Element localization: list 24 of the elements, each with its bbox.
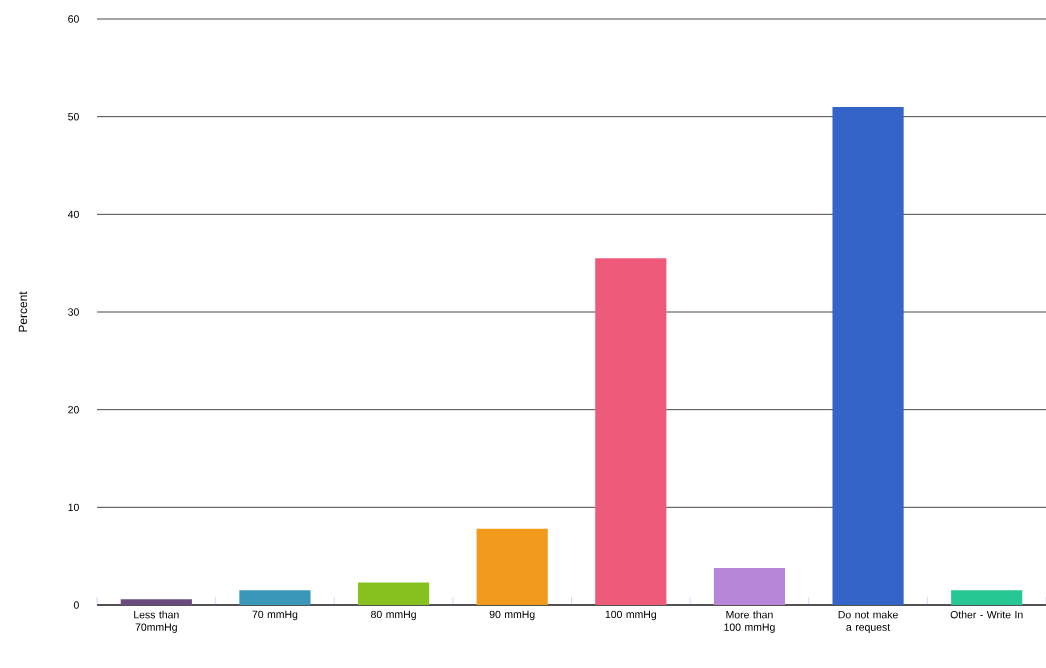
bar	[120, 599, 192, 605]
y-tick-label: 20	[68, 405, 79, 414]
x-tick-label: 100 mmHg	[605, 610, 656, 621]
bar	[595, 258, 667, 605]
bar	[357, 582, 430, 605]
x-tick-label: More than 100 mmHg	[724, 610, 775, 633]
x-tick-label: Other - Write In	[950, 610, 1023, 619]
bar	[239, 590, 311, 605]
y-tick-label: 40	[67, 210, 79, 219]
x-tick-label: Less than 70mmHg	[134, 610, 179, 633]
y-tick-label: 0	[73, 601, 79, 609]
x-tick-label: 70 mmHg	[252, 610, 298, 621]
bar	[951, 590, 1023, 605]
y-tick-label: 30	[68, 308, 79, 316]
bar	[476, 528, 548, 605]
bar	[832, 106, 904, 605]
y-tick-label: 50	[68, 112, 79, 121]
x-tick-label: Do not make a request	[838, 610, 898, 633]
y-axis-title: Percent	[18, 291, 28, 332]
bar	[713, 567, 786, 605]
y-tick-label: 60	[68, 15, 79, 23]
y-tick-label: 10	[68, 503, 79, 512]
x-tick-label: 90 mmHg	[489, 610, 535, 621]
x-tick-label: 80 mmHg	[371, 610, 416, 621]
